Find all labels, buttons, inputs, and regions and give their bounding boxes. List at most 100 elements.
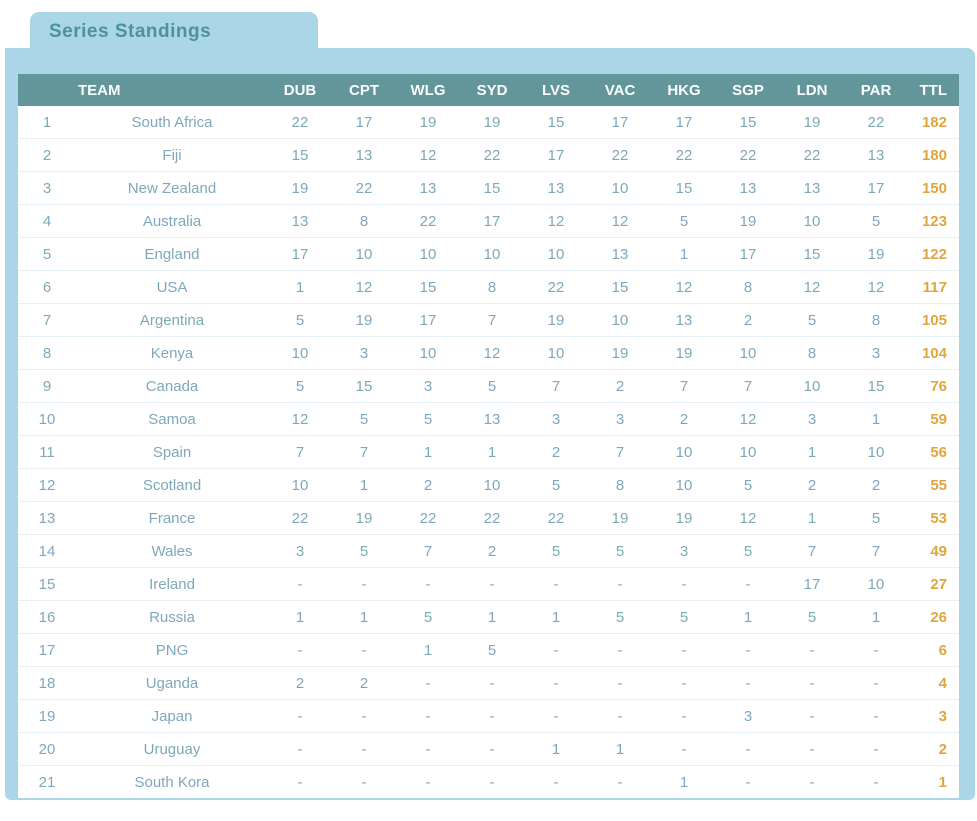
rank-cell: 21 xyxy=(18,765,76,798)
score-cell: 5 xyxy=(396,600,460,634)
total-cell: 53 xyxy=(908,501,959,535)
score-cell: 15 xyxy=(268,138,332,172)
score-cell: - xyxy=(588,765,652,798)
rank-cell: 6 xyxy=(18,270,76,304)
team-cell: Uruguay xyxy=(76,732,268,766)
score-cell: 1 xyxy=(588,732,652,766)
rank-cell: 9 xyxy=(18,369,76,403)
score-cell: 17 xyxy=(844,171,908,205)
score-cell: 1 xyxy=(460,600,524,634)
score-cell: 13 xyxy=(268,204,332,238)
table-row: 5 England 17 10 10 10 10 13 1 17 15 19 1… xyxy=(18,237,959,271)
score-cell: 22 xyxy=(524,270,588,304)
score-cell: 5 xyxy=(460,369,524,403)
score-cell: - xyxy=(844,699,908,733)
score-cell: 5 xyxy=(652,600,716,634)
total-cell: 117 xyxy=(908,270,959,304)
rank-cell: 16 xyxy=(18,600,76,634)
score-cell: 19 xyxy=(588,501,652,535)
team-cell: South Africa xyxy=(76,106,268,139)
score-cell: - xyxy=(268,699,332,733)
tab-label: Series Standings xyxy=(49,21,212,42)
score-cell: 5 xyxy=(268,369,332,403)
score-cell: 17 xyxy=(268,237,332,271)
total-cell: 182 xyxy=(908,106,959,139)
score-cell: 5 xyxy=(332,402,396,436)
total-cell: 180 xyxy=(908,138,959,172)
score-cell: - xyxy=(268,633,332,667)
score-cell: 8 xyxy=(460,270,524,304)
score-cell: 22 xyxy=(524,501,588,535)
score-cell: 13 xyxy=(716,171,780,205)
total-cell: 26 xyxy=(908,600,959,634)
score-cell: - xyxy=(652,699,716,733)
score-cell: 22 xyxy=(588,138,652,172)
score-cell: 13 xyxy=(460,402,524,436)
score-cell: - xyxy=(460,765,524,798)
score-cell: 2 xyxy=(844,468,908,502)
table-row: 1 South Africa 22 17 19 19 15 17 17 15 1… xyxy=(18,106,959,139)
score-cell: 22 xyxy=(844,106,908,139)
rank-cell: 3 xyxy=(18,171,76,205)
team-cell: Scotland xyxy=(76,468,268,502)
score-cell: - xyxy=(652,732,716,766)
score-cell: 5 xyxy=(460,633,524,667)
score-cell: 15 xyxy=(844,369,908,403)
score-cell: 8 xyxy=(844,303,908,337)
score-cell: - xyxy=(460,699,524,733)
score-cell: 3 xyxy=(588,402,652,436)
total-cell: 122 xyxy=(908,237,959,271)
score-cell: 19 xyxy=(460,106,524,139)
score-cell: 1 xyxy=(716,600,780,634)
score-cell: 13 xyxy=(844,138,908,172)
score-cell: 7 xyxy=(396,534,460,568)
score-cell: 19 xyxy=(332,501,396,535)
score-cell: 10 xyxy=(716,336,780,370)
team-cell: France xyxy=(76,501,268,535)
col-header-vac: VAC xyxy=(588,74,652,106)
score-cell: - xyxy=(780,633,844,667)
rank-cell: 2 xyxy=(18,138,76,172)
team-cell: Australia xyxy=(76,204,268,238)
score-cell: 10 xyxy=(332,237,396,271)
total-cell: 59 xyxy=(908,402,959,436)
rank-cell: 18 xyxy=(18,666,76,700)
score-cell: 15 xyxy=(396,270,460,304)
rank-cell: 4 xyxy=(18,204,76,238)
score-cell: 10 xyxy=(460,468,524,502)
score-cell: - xyxy=(332,765,396,798)
score-cell: 10 xyxy=(588,303,652,337)
table-row: 4 Australia 13 8 22 17 12 12 5 19 10 5 1… xyxy=(18,204,959,238)
score-cell: 5 xyxy=(268,303,332,337)
score-cell: 3 xyxy=(652,534,716,568)
score-cell: 5 xyxy=(844,501,908,535)
score-cell: - xyxy=(460,666,524,700)
rank-cell: 15 xyxy=(18,567,76,601)
score-cell: 12 xyxy=(844,270,908,304)
rank-cell: 20 xyxy=(18,732,76,766)
score-cell: 10 xyxy=(460,237,524,271)
table-row: 2 Fiji 15 13 12 22 17 22 22 22 22 13 180 xyxy=(18,138,959,172)
rank-cell: 19 xyxy=(18,699,76,733)
score-cell: 5 xyxy=(780,600,844,634)
score-cell: 3 xyxy=(332,336,396,370)
score-cell: - xyxy=(524,633,588,667)
score-cell: 5 xyxy=(652,204,716,238)
score-cell: 12 xyxy=(588,204,652,238)
score-cell: 13 xyxy=(396,171,460,205)
col-header-sgp: SGP xyxy=(716,74,780,106)
score-cell: 5 xyxy=(844,204,908,238)
total-cell: 105 xyxy=(908,303,959,337)
score-cell: 10 xyxy=(652,435,716,469)
score-cell: 8 xyxy=(716,270,780,304)
score-cell: - xyxy=(332,699,396,733)
score-cell: - xyxy=(588,567,652,601)
score-cell: 7 xyxy=(332,435,396,469)
score-cell: 22 xyxy=(460,138,524,172)
score-cell: 7 xyxy=(652,369,716,403)
score-cell: 10 xyxy=(268,468,332,502)
score-cell: - xyxy=(332,567,396,601)
table-row: 8 Kenya 10 3 10 12 10 19 19 10 8 3 104 xyxy=(18,336,959,370)
table-row: 19 Japan - - - - - - - 3 - - 3 xyxy=(18,699,959,733)
score-cell: - xyxy=(780,765,844,798)
